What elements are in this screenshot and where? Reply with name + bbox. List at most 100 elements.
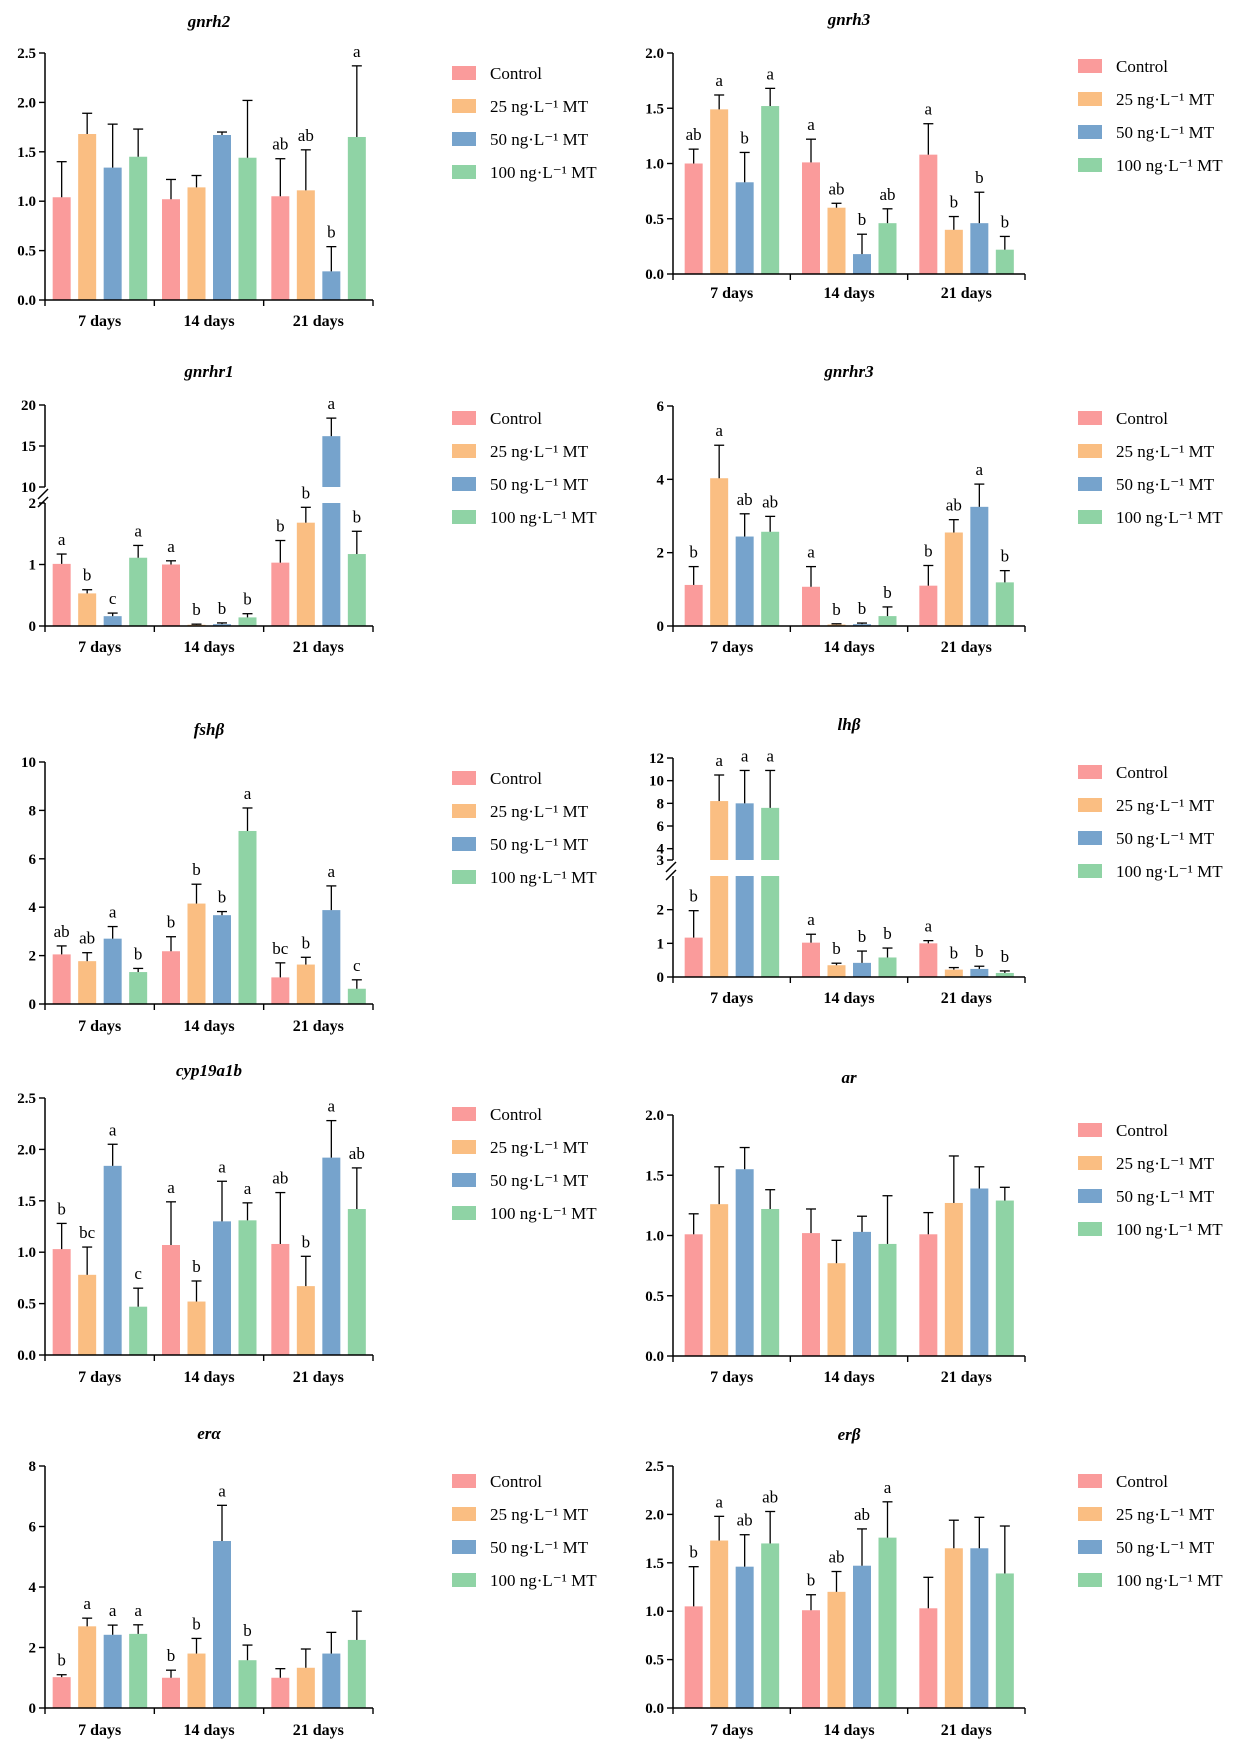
bar: [710, 1204, 729, 1356]
bar: [919, 585, 938, 626]
legend-entry: 50 ng·L⁻¹ MT: [1116, 829, 1215, 848]
bar: [322, 436, 341, 487]
y-tick-label: 1: [657, 936, 665, 952]
bar: [347, 136, 366, 300]
significance-label: ab: [946, 496, 962, 515]
significance-label: a: [807, 910, 815, 929]
x-tick-label: 7 days: [78, 1018, 121, 1035]
significance-label: ab: [349, 1144, 365, 1163]
bar: [919, 943, 938, 977]
y-tick-label: 0.5: [645, 212, 664, 228]
bar: [970, 1548, 989, 1708]
y-tick-label: 1.5: [645, 1556, 664, 1572]
y-tick-label: 0.5: [17, 244, 36, 260]
significance-label: b: [1001, 547, 1010, 566]
y-tick-label: 0: [29, 619, 37, 635]
bar: [296, 964, 315, 1004]
significance-label: a: [167, 1178, 175, 1197]
legend-entry: 100 ng·L⁻¹ MT: [1116, 508, 1223, 527]
bar: [802, 1233, 820, 1356]
bar: [271, 196, 290, 300]
chart-title: gnrh2: [187, 12, 231, 31]
significance-label: b: [192, 600, 201, 619]
significance-label: a: [884, 1478, 892, 1497]
bar: [853, 624, 871, 626]
bar: [296, 1286, 315, 1355]
x-tick-label: 21 days: [941, 639, 992, 656]
bar: [710, 478, 729, 626]
bar: [322, 503, 341, 626]
chart-title: gnrh3: [827, 10, 871, 29]
bar: [322, 1653, 341, 1708]
significance-label: b: [218, 888, 227, 907]
x-tick-label: 21 days: [941, 990, 992, 1007]
y-tick-label: 6: [29, 1520, 37, 1536]
x-tick-label: 7 days: [78, 1369, 121, 1386]
bar: [129, 972, 148, 1004]
bar: [129, 557, 148, 626]
bar: [802, 162, 820, 274]
legend-swatch: [1078, 1474, 1102, 1488]
bar: [684, 1606, 703, 1708]
y-tick-label: 0: [657, 619, 665, 635]
legend-entry: 100 ng·L⁻¹ MT: [1116, 1220, 1223, 1239]
significance-label: b: [950, 193, 959, 212]
significance-label: b: [858, 927, 867, 946]
bar: [296, 1667, 315, 1708]
bar: [238, 1660, 257, 1708]
legend-entry: 50 ng·L⁻¹ MT: [490, 835, 589, 854]
significance-label: b: [192, 860, 201, 879]
significance-label: a: [715, 751, 723, 770]
significance-label: c: [134, 1264, 142, 1283]
bar: [944, 229, 963, 274]
legend-swatch: [452, 1573, 476, 1587]
chart-title: fshβ: [194, 720, 225, 739]
significance-label: c: [109, 589, 117, 608]
legend-entry: 50 ng·L⁻¹ MT: [490, 475, 589, 494]
significance-label: ab: [54, 922, 70, 941]
significance-label: b: [167, 1646, 176, 1665]
bar: [162, 199, 180, 300]
bar: [878, 957, 897, 977]
significance-label: ab: [272, 135, 288, 154]
legend-entry: 50 ng·L⁻¹ MT: [1116, 123, 1215, 142]
bar: [271, 977, 290, 1004]
legend-entry: 25 ng·L⁻¹ MT: [1116, 796, 1215, 815]
legend-swatch: [1078, 1123, 1102, 1137]
bar: [970, 223, 989, 274]
significance-label: b: [689, 543, 698, 562]
significance-label: a: [328, 394, 336, 413]
bar: [103, 616, 122, 626]
bar: [761, 531, 780, 626]
y-tick-label: 2.5: [17, 1091, 36, 1107]
y-tick-label: 0.0: [645, 1349, 664, 1365]
y-tick-label: 1.0: [645, 1229, 664, 1245]
legend-swatch: [452, 99, 476, 113]
legend-entry: 25 ng·L⁻¹ MT: [1116, 1154, 1215, 1173]
bar: [322, 1157, 341, 1355]
legend-entry: 25 ng·L⁻¹ MT: [490, 97, 589, 116]
bar: [710, 1540, 729, 1708]
y-tick-label: 2.5: [645, 1459, 664, 1475]
significance-label: ab: [686, 125, 702, 144]
legend-entry: Control: [490, 1105, 542, 1124]
significance-label: a: [109, 903, 117, 922]
significance-label: b: [302, 933, 311, 952]
y-tick-label: 4: [657, 842, 665, 858]
bar: [735, 182, 754, 274]
y-tick-label: 1.5: [645, 101, 664, 117]
y-tick-label: 4: [657, 472, 665, 488]
significance-label: b: [302, 483, 311, 502]
significance-label: ab: [828, 1548, 844, 1567]
y-tick-label: 2.0: [645, 1507, 664, 1523]
bar: [684, 163, 703, 274]
legend-entry: Control: [1116, 1121, 1168, 1140]
x-tick-label: 14 days: [823, 1722, 874, 1739]
significance-label: ab: [298, 126, 314, 145]
significance-label: b: [832, 600, 841, 619]
legend-swatch: [1078, 831, 1102, 845]
significance-label: a: [244, 784, 252, 803]
bar: [878, 1537, 897, 1708]
bar: [322, 271, 341, 300]
legend-swatch: [452, 771, 476, 785]
